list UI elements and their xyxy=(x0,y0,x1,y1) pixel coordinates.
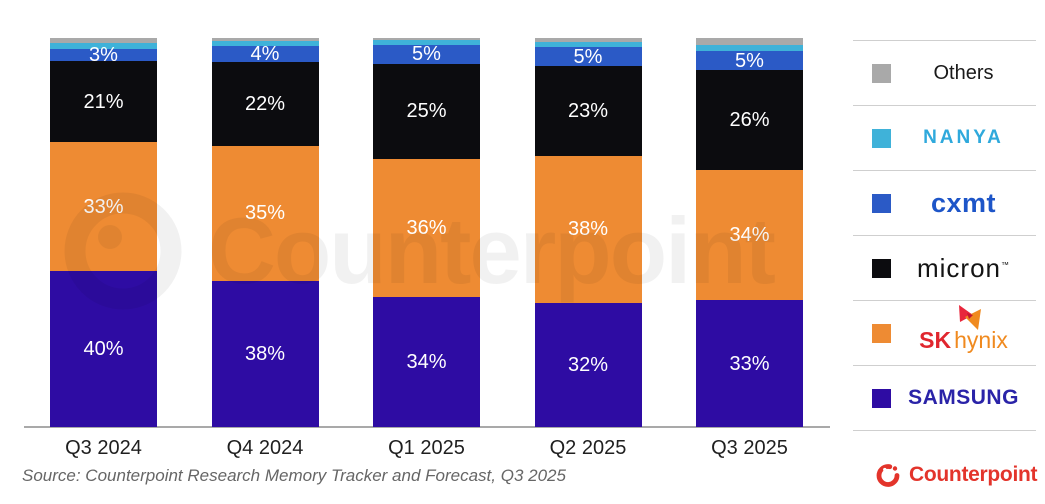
x-axis-label: Q3 2025 xyxy=(711,437,788,459)
legend-item-micron: micron™ xyxy=(853,235,1036,300)
sk-logo-text: SK xyxy=(919,326,952,353)
segment-samsung: 33% xyxy=(696,300,803,427)
stacked-bar-q2-2025: 32% 38% 23% 5% xyxy=(534,38,642,427)
x-axis-label: Q1 2025 xyxy=(388,437,465,459)
segment-micron: 23% xyxy=(534,66,642,156)
segment-others xyxy=(696,38,803,46)
nanya-logo: NANYA xyxy=(923,127,1004,148)
sk-hynix-logo: SK hynix xyxy=(919,304,1008,354)
cxmt-logo: cxmt xyxy=(930,187,997,218)
legend-swatch-nanya xyxy=(872,128,891,148)
segment-micron: 26% xyxy=(696,70,803,170)
segment-cxmt: 5% xyxy=(373,43,480,66)
sk-hynix-butterfly-icon xyxy=(959,304,982,330)
segment-micron: 25% xyxy=(373,63,480,160)
stacked-bar-q1-2025: 34% 36% 25% 5% xyxy=(373,38,480,427)
segment-sk-hynix: 33% xyxy=(50,142,157,272)
segment-samsung: 34% xyxy=(373,296,480,427)
trademark-symbol: ™ xyxy=(1001,259,1010,269)
segment-value-label: 34% xyxy=(729,224,770,247)
legend-swatch-sk-hynix xyxy=(872,323,891,343)
stacked-bar-q4-2024: 38% 35% 22% 4% xyxy=(211,38,319,427)
segment-value-label: 4% xyxy=(250,42,280,65)
segment-samsung: 40% xyxy=(50,271,157,427)
x-axis-label: Q3 2024 xyxy=(65,437,142,459)
segment-sk-hynix: 35% xyxy=(211,146,319,281)
legend-item-samsung: SAMSUNG xyxy=(853,365,1036,431)
legend-item-nanya: NANYA xyxy=(853,105,1036,170)
segment-value-label: 33% xyxy=(729,352,770,375)
legend-item-sk-hynix: SK hynix xyxy=(853,300,1036,365)
segment-sk-hynix: 34% xyxy=(696,169,803,301)
segment-others xyxy=(211,38,319,42)
segment-samsung: 32% xyxy=(534,302,642,427)
counterpoint-logo-text: Counterpoint xyxy=(909,462,1038,486)
segment-micron: 21% xyxy=(50,60,157,143)
segment-value-label: 21% xyxy=(83,90,124,113)
samsung-logo: SAMSUNG xyxy=(908,386,1019,409)
segment-value-label: 38% xyxy=(244,342,286,365)
segment-value-label: 35% xyxy=(244,202,286,225)
legend-item-others: Others xyxy=(853,40,1036,105)
legend-item-cxmt: cxmt xyxy=(853,170,1036,235)
segment-others xyxy=(373,38,480,40)
segment-value-label: 26% xyxy=(729,109,770,132)
segment-value-label: 40% xyxy=(83,338,124,361)
x-axis-label: Q4 2024 xyxy=(226,437,304,459)
legend: Others NANYA cxmt micron™ xyxy=(853,40,1036,431)
stacked-bar-q3-2025: 33% 34% 26% 5% xyxy=(696,38,803,427)
segment-cxmt: 4% xyxy=(211,42,319,65)
segment-cxmt: 5% xyxy=(534,45,642,68)
segment-cxmt: 3% xyxy=(50,45,157,65)
segment-others xyxy=(50,38,157,44)
segment-value-label: 25% xyxy=(406,100,447,123)
legend-swatch-others xyxy=(872,63,891,83)
segment-nanya xyxy=(373,39,480,45)
legend-swatch-samsung xyxy=(872,388,891,408)
segment-cxmt: 5% xyxy=(696,49,803,72)
segment-nanya xyxy=(50,43,157,49)
segment-value-label: 34% xyxy=(406,350,447,373)
segment-value-label: 5% xyxy=(573,45,603,68)
micron-logo: micron™ xyxy=(916,252,1010,283)
segment-others xyxy=(534,38,642,42)
segment-nanya xyxy=(211,41,319,47)
counterpoint-logo: Counterpoint xyxy=(875,461,1038,488)
segment-value-label: 23% xyxy=(567,99,609,122)
segment-value-label: 3% xyxy=(89,43,118,66)
segment-value-label: 38% xyxy=(567,218,609,241)
stacked-bar-q3-2024: 40% 33% 21% 3% xyxy=(50,38,157,427)
hynix-logo-text: hynix xyxy=(954,326,1008,353)
segment-value-label: 5% xyxy=(412,43,441,66)
segment-value-label: 32% xyxy=(567,353,609,376)
x-axis-label: Q2 2025 xyxy=(549,437,627,459)
segment-sk-hynix: 38% xyxy=(534,155,642,303)
segment-nanya xyxy=(534,41,642,47)
segment-sk-hynix: 36% xyxy=(373,159,480,297)
segment-value-label: 22% xyxy=(244,92,286,115)
legend-swatch-micron xyxy=(872,258,891,278)
segment-micron: 22% xyxy=(211,61,319,147)
segment-value-label: 5% xyxy=(735,49,764,72)
counterpoint-logo-icon xyxy=(876,464,900,487)
segment-value-label: 36% xyxy=(406,217,447,240)
legend-swatch-cxmt xyxy=(872,193,891,213)
segment-samsung: 38% xyxy=(211,280,319,427)
source-note: Source: Counterpoint Research Memory Tra… xyxy=(22,466,566,485)
segment-nanya xyxy=(696,45,803,52)
x-axis-line xyxy=(24,426,830,428)
legend-label-others: Others xyxy=(933,61,994,84)
segment-value-label: 33% xyxy=(83,195,124,218)
